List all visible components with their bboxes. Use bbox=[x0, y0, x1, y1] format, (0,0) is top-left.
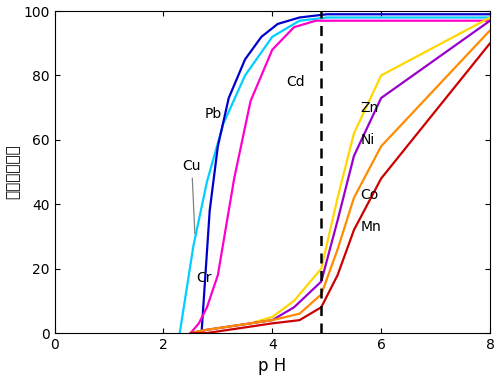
Text: Pb: Pb bbox=[204, 107, 222, 121]
Text: Cr: Cr bbox=[196, 271, 212, 285]
Y-axis label: 吸着量（％）: 吸着量（％） bbox=[6, 145, 20, 199]
Text: Co: Co bbox=[360, 187, 378, 202]
Text: Zn: Zn bbox=[360, 101, 378, 115]
Text: Ni: Ni bbox=[360, 133, 374, 147]
Text: Cd: Cd bbox=[286, 75, 305, 89]
Text: Cu: Cu bbox=[182, 158, 201, 234]
Text: Mn: Mn bbox=[360, 220, 381, 234]
X-axis label: p H: p H bbox=[258, 357, 286, 375]
